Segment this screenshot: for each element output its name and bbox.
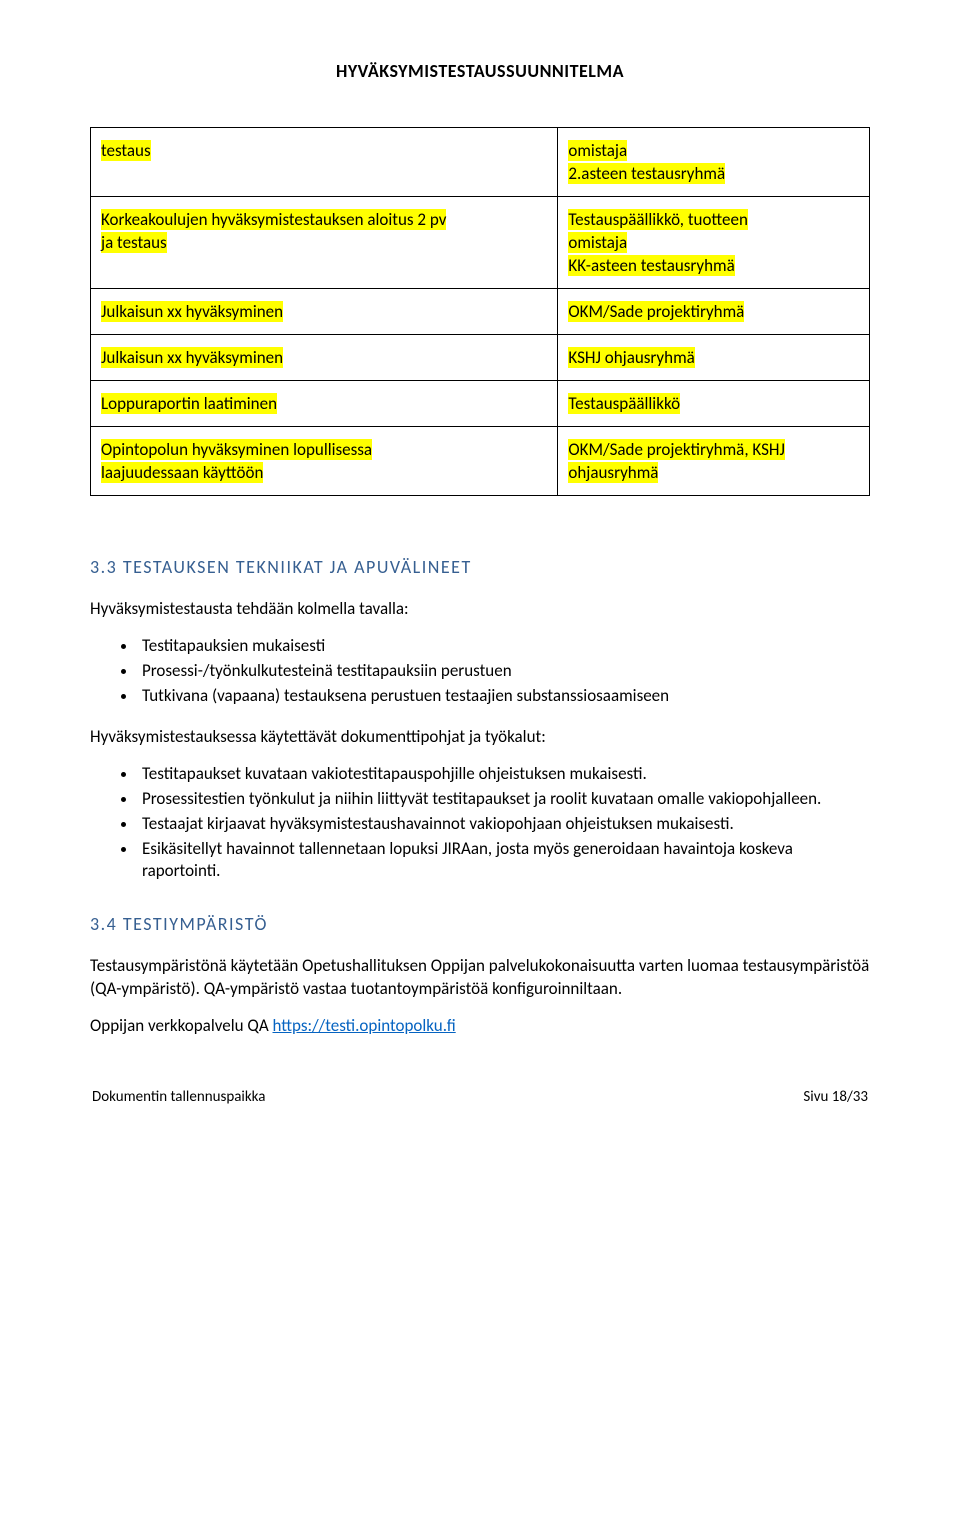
highlighted-text: omistaja xyxy=(568,232,627,253)
highlighted-text: omistaja xyxy=(568,140,627,161)
link-prefix: Oppijan verkkopalvelu QA xyxy=(90,1015,273,1036)
cell-text: Testauspäällikkö xyxy=(568,393,859,414)
list-item: Esikäsitellyt havainnot tallennetaan lop… xyxy=(138,838,870,884)
cell-text: laajuudessaan käyttöön xyxy=(101,462,547,483)
highlighted-text: KK-asteen testausryhmä xyxy=(568,255,734,276)
footer-left: Dokumentin tallennuspaikka xyxy=(92,1088,265,1106)
list-item: Prosessi-/työnkulkutesteinä testitapauks… xyxy=(138,660,870,683)
cell-text: Loppuraportin laatiminen xyxy=(101,393,547,414)
highlighted-text: Testauspäällikkö xyxy=(568,393,680,414)
section-3-4-link-line: Oppijan verkkopalvelu QA https://testi.o… xyxy=(90,1015,870,1038)
table-cell-right: OKM/Sade projektiryhmä xyxy=(558,289,870,335)
table-row: Julkaisun xx hyväksyminen KSHJ ohjausryhm… xyxy=(91,335,870,381)
page-header-title: HYVÄKSYMISTESTAUSSUUNNITELMA xyxy=(90,60,870,82)
list-item: Testitapaukset kuvataan vakiotestitapaus… xyxy=(138,763,870,786)
qa-environment-link[interactable]: https://testi.opintopolku.fi xyxy=(273,1015,456,1036)
page: HYVÄKSYMISTESTAUSSUUNNITELMA testaus omis… xyxy=(0,0,960,1136)
cell-text: Opintopolun hyväksyminen lopullisessa xyxy=(101,439,547,460)
highlighted-text: Korkeakoulujen hyväksymistestauksen aloi… xyxy=(101,209,446,230)
cell-text: omistaja xyxy=(568,232,859,253)
table-cell-left: testaus xyxy=(91,128,558,197)
table-cell-right: Testauspäällikkö xyxy=(558,381,870,427)
list-item: Tutkivana (vapaana) testauksena perustue… xyxy=(138,685,870,708)
cell-text: Julkaisun xx hyväksyminen xyxy=(101,301,547,322)
list-item: Prosessitestien työnkulut ja niihin liit… xyxy=(138,788,870,811)
highlighted-text: Loppuraportin laatiminen xyxy=(101,393,277,414)
section-3-3-heading: 3.3 TESTAUKSEN TEKNIIKAT JA APUVÄLINEET xyxy=(90,556,870,578)
table-cell-left: Loppuraportin laatiminen xyxy=(91,381,558,427)
cell-text: 2.asteen testausryhmä xyxy=(568,163,859,184)
table-row: Korkeakoulujen hyväksymistestauksen aloi… xyxy=(91,197,870,289)
highlighted-text: Testauspäällikkö, tuotteen xyxy=(568,209,748,230)
cell-text: testaus xyxy=(101,140,547,161)
highlighted-text: testaus xyxy=(101,140,151,161)
table-row: testaus omistaja2.asteen testausryhmä xyxy=(91,128,870,197)
table-cell-right: KSHJ ohjausryhmä xyxy=(558,335,870,381)
highlighted-text: OKM/Sade projektiryhmä xyxy=(568,301,744,322)
highlighted-text: 2.asteen testausryhmä xyxy=(568,163,725,184)
table-cell-right: omistaja2.asteen testausryhmä xyxy=(558,128,870,197)
section-3-3-intro-1: Hyväksymistestausta tehdään kolmella tav… xyxy=(90,598,870,621)
cell-text: Testauspäällikkö, tuotteen xyxy=(568,209,859,230)
highlighted-text: OKM/Sade projektiryhmä, KSHJ xyxy=(568,439,785,460)
table-row: Julkaisun xx hyväksyminen OKM/Sade projek… xyxy=(91,289,870,335)
table-row: Loppuraportin laatiminen Testauspäällikkö xyxy=(91,381,870,427)
table-cell-left: Julkaisun xx hyväksyminen xyxy=(91,289,558,335)
cell-text: Korkeakoulujen hyväksymistestauksen aloi… xyxy=(101,209,547,230)
section-3-3-intro-2: Hyväksymistestauksessa käytettävät dokum… xyxy=(90,726,870,749)
highlighted-text: ohjausryhmä xyxy=(568,462,658,483)
section-3-4-heading: 3.4 TESTIYMPÄRISTÖ xyxy=(90,913,870,935)
highlighted-text: Julkaisun xx hyväksyminen xyxy=(101,347,283,368)
cell-text: KSHJ ohjausryhmä xyxy=(568,347,859,368)
highlighted-text: Opintopolun hyväksyminen lopullisessa xyxy=(101,439,372,460)
table-cell-left: Opintopolun hyväksyminen lopullisessalaa… xyxy=(91,427,558,496)
cell-text: ohjausryhmä xyxy=(568,462,859,483)
section-3-3-list-1: Testitapauksien mukaisestiProsessi-/työn… xyxy=(90,635,870,708)
footer-right: Sivu 18/33 xyxy=(803,1088,868,1106)
cell-text: Julkaisun xx hyväksyminen xyxy=(101,347,547,368)
table-cell-left: Julkaisun xx hyväksyminen xyxy=(91,335,558,381)
cell-text: OKM/Sade projektiryhmä xyxy=(568,301,859,322)
list-item: Testitapauksien mukaisesti xyxy=(138,635,870,658)
highlighted-text: ja testaus xyxy=(101,232,167,253)
section-3-4-paragraph: Testausympäristönä käytetään Opetushalli… xyxy=(90,955,870,1001)
table-cell-left: Korkeakoulujen hyväksymistestauksen aloi… xyxy=(91,197,558,289)
highlighted-text: Julkaisun xx hyväksyminen xyxy=(101,301,283,322)
cell-text: ja testaus xyxy=(101,232,547,253)
page-footer: Dokumentin tallennuspaikka Sivu 18/33 xyxy=(90,1088,870,1106)
highlighted-text: KSHJ ohjausryhmä xyxy=(568,347,694,368)
cell-text: OKM/Sade projektiryhmä, KSHJ xyxy=(568,439,859,460)
table-cell-right: OKM/Sade projektiryhmä, KSHJohjausryhmä xyxy=(558,427,870,496)
cell-text: KK-asteen testausryhmä xyxy=(568,255,859,276)
highlighted-text: laajuudessaan käyttöön xyxy=(101,462,263,483)
mapping-table: testausomistaja2.asteen testausryhmäKork… xyxy=(90,127,870,496)
table-cell-right: Testauspäällikkö, tuotteenomistajaKK-ast… xyxy=(558,197,870,289)
list-item: Testaajat kirjaavat hyväksymistestaushav… xyxy=(138,813,870,836)
cell-text: omistaja xyxy=(568,140,859,161)
section-3-3-list-2: Testitapaukset kuvataan vakiotestitapaus… xyxy=(90,763,870,884)
table-row: Opintopolun hyväksyminen lopullisessalaa… xyxy=(91,427,870,496)
